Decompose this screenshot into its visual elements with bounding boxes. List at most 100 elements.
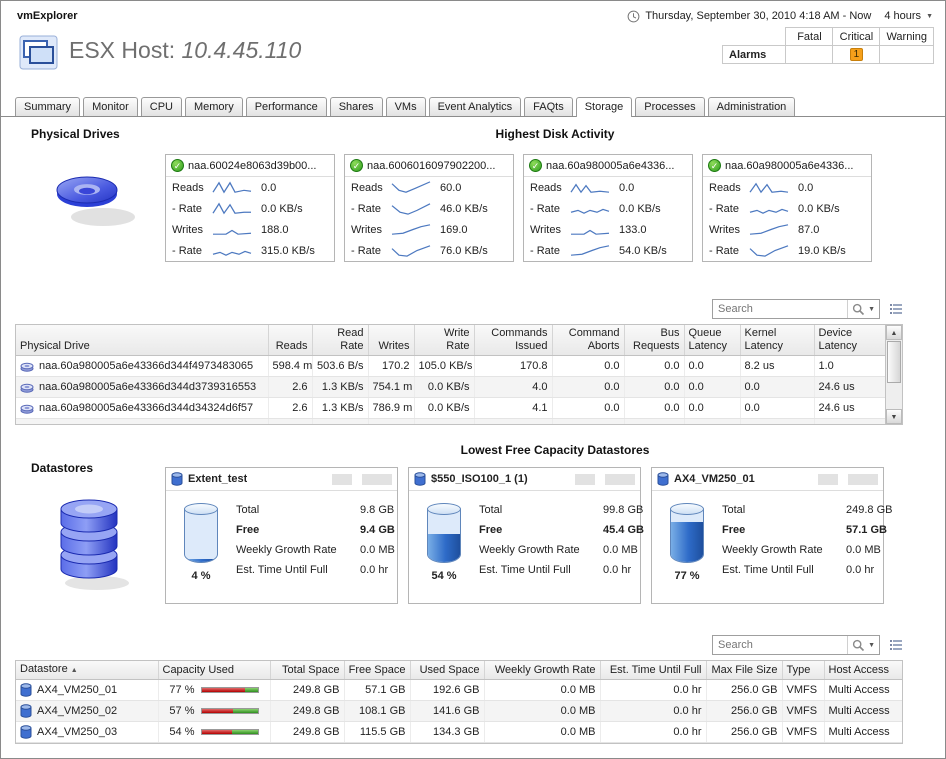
search-options-icon[interactable]: ▼ — [868, 305, 875, 313]
drive-name: naa.60a980005a6e43366d344d34324d6f57 — [39, 402, 254, 414]
cell: 24.6 us — [814, 397, 885, 419]
search-options-icon[interactable]: ▼ — [868, 641, 875, 649]
cell: 249.8 GB — [270, 679, 345, 701]
datastore-name[interactable]: Extent_test — [188, 473, 248, 485]
drive-name[interactable]: naa.60a980005a6e4336... — [546, 159, 675, 172]
table-row[interactable]: AX4_VM250_01 77 % 249.8 GB 57.1 GB 192.6… — [16, 679, 902, 701]
top-bar: vmExplorer Thursday, September 30, 2010 … — [1, 1, 945, 25]
cell: 0.0 MB — [484, 700, 601, 722]
cell: 2.6 — [268, 376, 313, 398]
tab-performance[interactable]: Performance — [245, 97, 327, 116]
search-input[interactable] — [713, 639, 848, 651]
column-header-write-rate[interactable]: Write Rate — [414, 325, 475, 356]
cell: Multi Access — [824, 700, 902, 722]
datastores-section: Datastores — [1, 437, 945, 604]
drive-card-header: ✓ naa.60024e8063d39b00... — [166, 155, 334, 177]
cell: 8.2 us — [740, 355, 815, 377]
datastore-name: AX4_VM250_02 — [37, 705, 118, 717]
column-header-read-rate[interactable]: Read Rate — [312, 325, 369, 356]
column-header-queue-latency[interactable]: Queue Latency — [684, 325, 741, 356]
tab-faqts[interactable]: FAQts — [524, 97, 573, 116]
tab-storage[interactable]: Storage — [575, 97, 633, 117]
drive-name[interactable]: naa.60a980005a6e4336... — [725, 159, 854, 172]
metric-row: - Rate 76.0 KB/s — [345, 240, 513, 261]
critical-count-badge[interactable]: 1 — [849, 48, 863, 61]
scrollbar-thumb[interactable] — [887, 341, 901, 383]
stat-value-total: 99.8 GB — [603, 504, 644, 516]
tab-memory[interactable]: Memory — [184, 97, 243, 116]
table-row[interactable]: naa.60a980005a6e43366d344d34324d6f57 2.6… — [16, 397, 885, 419]
tab-event-analytics[interactable]: Event Analytics — [428, 97, 522, 116]
metric-row: Reads 60.0 — [345, 177, 513, 198]
table-settings-icon[interactable] — [889, 639, 903, 651]
metric-label: - Rate — [709, 202, 739, 215]
capacity-percent: 77 % — [169, 684, 195, 696]
column-header-used-space[interactable]: Used Space — [410, 661, 485, 680]
column-header-host-access[interactable]: Host Access — [824, 661, 902, 680]
metric-label: Writes — [351, 223, 382, 236]
tab-cpu[interactable]: CPU — [140, 97, 182, 116]
metric-value: 133.0 — [619, 223, 647, 236]
tab-administration[interactable]: Administration — [707, 97, 796, 116]
tab-summary[interactable]: Summary — [15, 97, 81, 116]
column-header-free-space[interactable]: Free Space — [344, 661, 411, 680]
sparkline-icon — [570, 208, 610, 214]
esx-host-icon — [19, 33, 61, 76]
column-header-device-latency[interactable]: Device Latency — [814, 325, 885, 356]
scroll-up-icon[interactable]: ▲ — [886, 325, 902, 340]
chevron-down-icon[interactable]: ▼ — [926, 12, 933, 20]
cell: 192.6 GB — [410, 679, 485, 701]
column-header-est-time-until-full[interactable]: Est. Time Until Full — [600, 661, 707, 680]
tab-vms[interactable]: VMs — [385, 97, 426, 116]
column-header-total-space[interactable]: Total Space — [270, 661, 345, 680]
search-box[interactable]: ▼ — [712, 299, 880, 319]
datastore-cards-row: Extent_test 4 % Total — [165, 467, 945, 604]
stat-value-growth: 0.0 MB — [846, 544, 881, 556]
drive-name[interactable]: naa.6006016097902200... — [367, 159, 496, 172]
stat-label-ttf: Est. Time Until Full — [479, 564, 571, 576]
table-settings-icon[interactable] — [889, 303, 903, 315]
column-header-command-aborts[interactable]: Command Aborts — [552, 325, 625, 356]
drive-name[interactable]: naa.60024e8063d39b00... — [188, 159, 317, 172]
column-header-datastore[interactable]: Datastore ▲ — [16, 661, 159, 680]
table-row[interactable]: naa.60a980005a6e43366d344d343330 2.6 0.0… — [16, 418, 885, 424]
column-header-commands-issued[interactable]: Commands Issued — [474, 325, 553, 356]
table-row[interactable]: naa.60a980005a6e43366d344d3739316553 2.6… — [16, 376, 885, 398]
stat-label-total: Total — [479, 504, 503, 516]
cell: 0.0 — [552, 376, 625, 398]
tab-shares[interactable]: Shares — [329, 97, 383, 116]
datastore-card: Extent_test 4 % Total — [165, 467, 398, 604]
column-header-type[interactable]: Type — [782, 661, 825, 680]
column-header-reads[interactable]: Reads — [268, 325, 313, 356]
tab-monitor[interactable]: Monitor — [83, 97, 138, 116]
table-row[interactable]: AX4_VM250_03 54 % 249.8 GB 115.5 GB 134.… — [16, 721, 902, 743]
column-header-capacity-used[interactable]: Capacity Used — [158, 661, 271, 680]
table-row[interactable]: naa.60a980005a6e43366d344f4973483065 598… — [16, 355, 885, 377]
time-range-select[interactable]: 4 hours — [884, 10, 922, 22]
metric-label: - Rate — [530, 202, 560, 215]
table-row[interactable]: AX4_VM250_02 57 % 249.8 GB 108.1 GB 141.… — [16, 700, 902, 722]
column-header-physical-drive[interactable]: Physical Drive — [16, 325, 269, 356]
time-range-control[interactable]: Thursday, September 30, 2010 4:18 AM - N… — [627, 10, 933, 23]
search-icon[interactable] — [852, 639, 865, 652]
page-title-host: 10.4.45.110 — [181, 37, 302, 63]
scroll-down-icon[interactable]: ▼ — [886, 409, 902, 424]
column-header-bus-requests[interactable]: Bus Requests — [624, 325, 685, 356]
search-icon[interactable] — [852, 303, 865, 316]
column-header-kernel-latency[interactable]: Kernel Latency — [740, 325, 815, 356]
datastore-name[interactable]: AX4_VM250_01 — [674, 473, 755, 485]
capacity-used-cell: 54 % — [163, 725, 266, 739]
column-header-weekly-growth-rate[interactable]: Weekly Growth Rate — [484, 661, 601, 680]
metric-row: - Rate 315.0 KB/s — [166, 240, 334, 261]
drive-name: naa.60a980005a6e43366d344d3739316553 — [39, 381, 257, 393]
column-header-writes[interactable]: Writes — [368, 325, 415, 356]
column-header-max-file-size[interactable]: Max File Size — [706, 661, 783, 680]
datastore-name[interactable]: $550_ISO100_1 (1) — [431, 473, 528, 485]
tab-processes[interactable]: Processes — [635, 97, 705, 116]
vertical-scrollbar[interactable]: ▲ ▼ — [886, 324, 903, 425]
search-input[interactable] — [713, 303, 848, 315]
sparkline-icon — [570, 245, 610, 256]
page-header: ESX Host: 10.4.45.110 Fatal Critical War… — [1, 25, 945, 91]
scrollbar-track[interactable] — [886, 340, 902, 409]
search-box[interactable]: ▼ — [712, 635, 880, 655]
